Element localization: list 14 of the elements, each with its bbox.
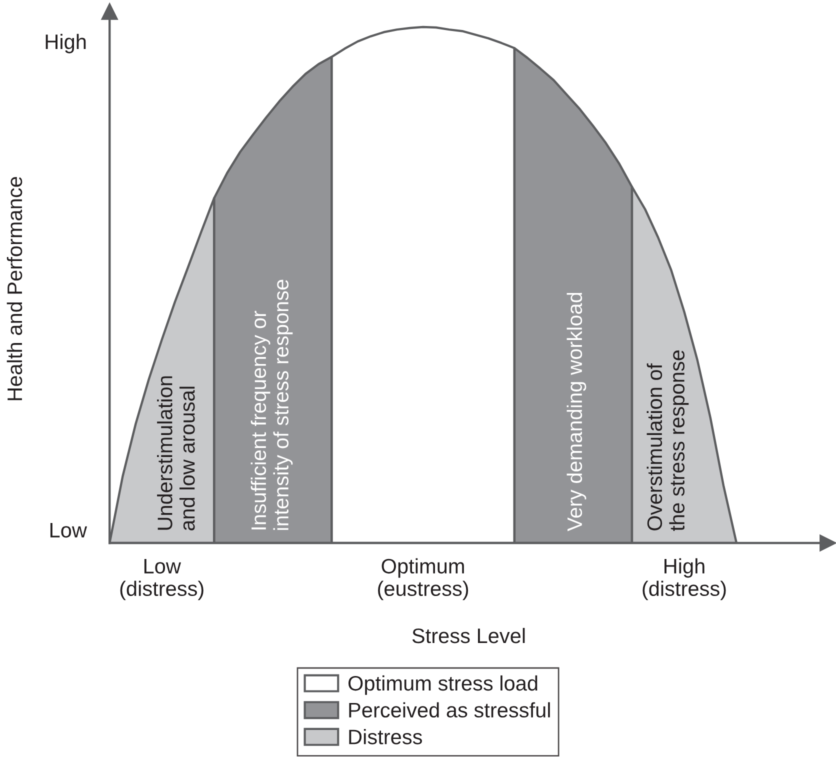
legend-label: Distress xyxy=(349,729,422,744)
annotation: Insufficient frequency or intensity of stress response xyxy=(250,280,293,530)
text: High xyxy=(46,34,86,54)
x-tick-label: High (distress) xyxy=(642,558,726,600)
annotation: Overstimulation of the stress response xyxy=(646,350,689,531)
annotation: Understimulation and low arousal xyxy=(157,376,195,530)
x-tick-label: Optimum (eustress) xyxy=(378,558,468,600)
text: Low xyxy=(50,523,88,538)
x-axis-title: Stress Level xyxy=(412,628,525,644)
legend-label: Optimum stress load xyxy=(348,675,538,695)
y-axis-title: Health and Performance xyxy=(6,176,22,400)
legend-label: Perceived as stressful xyxy=(349,702,550,718)
x-tick-label: Low (distress) xyxy=(120,559,204,600)
annotation: Very demanding workload xyxy=(566,292,586,532)
